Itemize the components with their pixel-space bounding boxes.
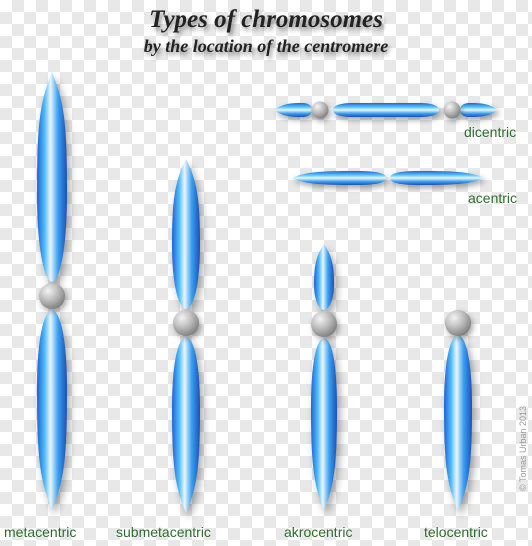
diagram-canvas: Types of chromosomes by the location of …: [0, 0, 532, 546]
copyright-text: © Tomas Urban 2013: [518, 406, 528, 491]
dicentric-right-arm: [460, 103, 498, 117]
dicentric-mid-arm: [333, 103, 439, 117]
title: Types of chromosomes: [0, 6, 532, 34]
label-submetacentric: submetacentric: [116, 524, 211, 540]
akrocentric-centromere: [310, 310, 338, 338]
acentric-left-arm: [292, 171, 386, 185]
label-acentric: acentric: [468, 190, 517, 206]
submetacentric-centromere: [172, 309, 200, 337]
telocentric-bottom-arm: [442, 335, 474, 511]
label-metacentric: metacentric: [4, 524, 76, 540]
label-akrocentric: akrocentric: [284, 524, 352, 540]
label-dicentric: dicentric: [464, 124, 516, 140]
telocentric-centromere: [444, 309, 472, 337]
dicentric-centromere-1: [311, 101, 329, 119]
dicentric-left-arm: [274, 103, 312, 117]
title-block: Types of chromosomes by the location of …: [0, 6, 532, 57]
subtitle: by the location of the centromere: [0, 36, 532, 57]
acentric-right-arm: [390, 171, 484, 185]
label-telocentric: telocentric: [424, 524, 488, 540]
submetacentric-bottom-arm: [170, 337, 202, 513]
akrocentric-top-arm: [312, 244, 336, 310]
submetacentric-top-arm: [170, 159, 202, 309]
metacentric-centromere: [38, 282, 66, 310]
metacentric-top-arm: [35, 72, 69, 282]
metacentric-bottom-arm: [35, 310, 69, 510]
akrocentric-bottom-arm: [309, 338, 339, 510]
dicentric-centromere-2: [443, 101, 461, 119]
